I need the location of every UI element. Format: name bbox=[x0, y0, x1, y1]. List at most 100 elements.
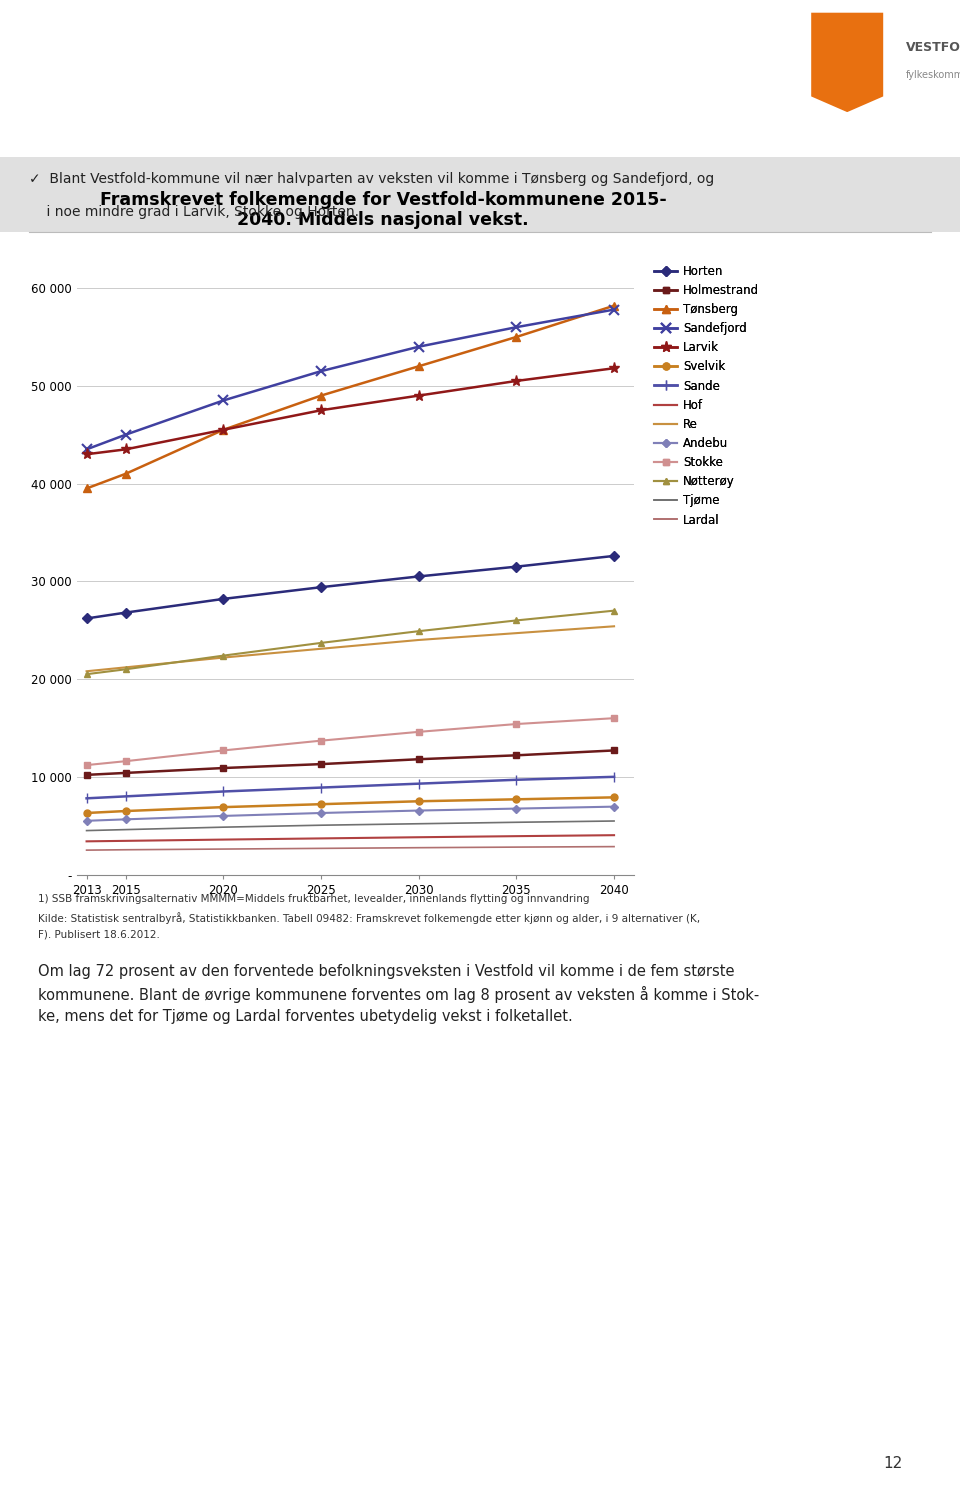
Andebu bbox=[413, 801, 424, 819]
Svelvik bbox=[609, 788, 620, 806]
Line: Hof: Hof bbox=[86, 836, 614, 842]
Text: F). Publisert 18.6.2012.: F). Publisert 18.6.2012. bbox=[38, 930, 160, 940]
Stokke bbox=[120, 752, 132, 770]
Re bbox=[315, 640, 326, 658]
Line: Holmestrand: Holmestrand bbox=[84, 748, 617, 779]
Lardal bbox=[315, 839, 326, 857]
Sandefjord bbox=[81, 441, 92, 459]
Sande bbox=[81, 789, 92, 807]
Svelvik bbox=[413, 792, 424, 810]
Tønsberg bbox=[511, 327, 522, 345]
Line: Sande: Sande bbox=[82, 771, 619, 803]
Sande bbox=[609, 768, 620, 786]
Title: Framskrevet folkemengde for Vestfold-kommunene 2015-
2040. Middels nasjonal veks: Framskrevet folkemengde for Vestfold-kom… bbox=[100, 190, 666, 229]
Andebu bbox=[609, 798, 620, 816]
Larvik bbox=[218, 422, 229, 440]
Andebu bbox=[511, 800, 522, 818]
Text: 12: 12 bbox=[883, 1456, 902, 1471]
Nøtterøy bbox=[609, 601, 620, 619]
Larvik bbox=[609, 359, 620, 377]
Svelvik bbox=[120, 801, 132, 819]
Lardal bbox=[609, 837, 620, 855]
Holmestrand bbox=[609, 742, 620, 759]
Horten bbox=[218, 591, 229, 608]
Hof bbox=[81, 833, 92, 851]
Line: Tønsberg: Tønsberg bbox=[83, 302, 618, 493]
Re bbox=[511, 625, 522, 643]
Re bbox=[81, 662, 92, 680]
Stokke bbox=[81, 756, 92, 774]
Holmestrand bbox=[315, 755, 326, 773]
Text: ✓  Blant Vestfold-kommune vil nær halvparten av veksten vil komme i Tønsberg og : ✓ Blant Vestfold-kommune vil nær halvpar… bbox=[29, 172, 714, 187]
Polygon shape bbox=[811, 13, 883, 112]
Tjøme bbox=[120, 821, 132, 839]
Larvik bbox=[120, 441, 132, 459]
Lardal bbox=[120, 840, 132, 858]
Sande bbox=[511, 771, 522, 789]
Line: Lardal: Lardal bbox=[86, 846, 614, 851]
Lardal bbox=[218, 840, 229, 858]
Horten bbox=[609, 547, 620, 565]
Line: Nøtterøy: Nøtterøy bbox=[84, 608, 617, 677]
Text: VESTFOLD: VESTFOLD bbox=[906, 40, 960, 54]
Tjøme bbox=[511, 813, 522, 831]
Hof bbox=[120, 831, 132, 849]
Larvik bbox=[511, 372, 522, 390]
Larvik bbox=[413, 387, 424, 405]
Andebu bbox=[81, 812, 92, 830]
Holmestrand bbox=[81, 765, 92, 783]
Stokke bbox=[609, 709, 620, 727]
Nøtterøy bbox=[120, 661, 132, 679]
Tønsberg bbox=[315, 387, 326, 405]
Tjøme bbox=[413, 815, 424, 833]
Re bbox=[609, 617, 620, 635]
Hof bbox=[609, 827, 620, 845]
Re bbox=[218, 649, 229, 667]
Horten bbox=[81, 610, 92, 628]
Text: Kilde: Statistisk sentralbyrå, Statistikkbanken. Tabell 09482: Framskrevet folke: Kilde: Statistisk sentralbyrå, Statistik… bbox=[38, 912, 701, 924]
Sande bbox=[413, 774, 424, 792]
Svelvik bbox=[315, 795, 326, 813]
Stokke bbox=[315, 731, 326, 749]
Tønsberg bbox=[218, 422, 229, 440]
Line: Tjøme: Tjøme bbox=[86, 821, 614, 831]
Sandefjord bbox=[120, 426, 132, 444]
Holmestrand bbox=[218, 759, 229, 777]
Tønsberg bbox=[81, 480, 92, 498]
Tønsberg bbox=[609, 296, 620, 314]
Sandefjord bbox=[413, 338, 424, 356]
Hof bbox=[218, 831, 229, 849]
Re bbox=[413, 631, 424, 649]
Nøtterøy bbox=[413, 622, 424, 640]
Re bbox=[120, 658, 132, 676]
Text: i noe mindre grad i Larvik, Stokke og Horten.: i noe mindre grad i Larvik, Stokke og Ho… bbox=[29, 205, 359, 220]
Nøtterøy bbox=[511, 611, 522, 629]
Horten bbox=[120, 604, 132, 622]
Sande bbox=[120, 788, 132, 806]
Hof bbox=[413, 828, 424, 846]
Tønsberg bbox=[120, 465, 132, 483]
Sandefjord bbox=[218, 392, 229, 410]
Tjøme bbox=[81, 822, 92, 840]
Tønsberg bbox=[413, 357, 424, 375]
Sande bbox=[315, 779, 326, 797]
Larvik bbox=[315, 401, 326, 419]
Hof bbox=[315, 830, 326, 848]
Lardal bbox=[413, 839, 424, 857]
Larvik bbox=[81, 446, 92, 463]
Andebu bbox=[120, 810, 132, 828]
Sandefjord bbox=[511, 318, 522, 336]
Andebu bbox=[315, 804, 326, 822]
Text: Om lag 72 prosent av den forventede befolkningsveksten i Vestfold vil komme i de: Om lag 72 prosent av den forventede befo… bbox=[38, 964, 759, 1024]
Horten bbox=[511, 558, 522, 576]
Sandefjord bbox=[609, 300, 620, 318]
Line: Svelvik: Svelvik bbox=[84, 794, 617, 816]
Tjøme bbox=[315, 816, 326, 834]
Svelvik bbox=[81, 804, 92, 822]
Holmestrand bbox=[413, 750, 424, 768]
Line: Larvik: Larvik bbox=[81, 363, 619, 460]
Holmestrand bbox=[511, 746, 522, 764]
Svelvik bbox=[218, 798, 229, 816]
Svelvik bbox=[511, 791, 522, 809]
Hof bbox=[511, 827, 522, 845]
